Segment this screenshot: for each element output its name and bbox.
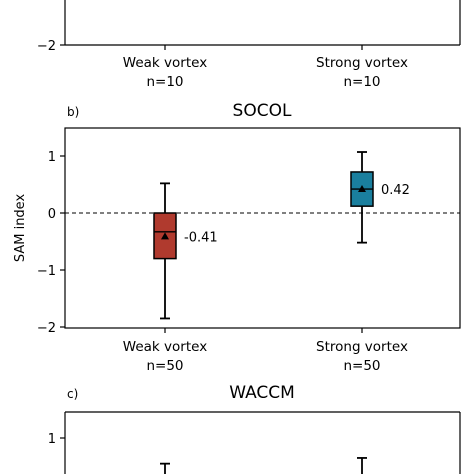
mean-label-weak: -0.41 [184,230,218,245]
panel-c-ytick-label: 1 [48,432,56,447]
panel-a-xtick-label-strong: Strong vortex [316,55,408,71]
panel-b-ytick-label: 1 [48,150,56,165]
panel-a-count-weak: n=10 [146,74,183,90]
panel-b-boxes: -0.41 0.42 [153,151,410,320]
panel-b-xtick-label-weak: Weak vortex [123,339,207,355]
panel-b-title: SOCOL [233,101,292,121]
panel-c-title: WACCM [229,383,295,403]
panel-b: b) SOCOL SAM index −2 −1 0 1 -0.41 0.42 Weak… [13,101,461,374]
panel-a-xtick-label-weak: Weak vortex [123,55,207,71]
panel-b-count-strong: n=50 [343,358,380,374]
panel-b-ytick-label: 0 [48,207,56,222]
panel-a-ytick-label: −2 [37,39,56,54]
panel-b-xtick-label-strong: Strong vortex [316,339,408,355]
mean-marker-strong [358,185,366,193]
panel-b-ytick-label: −2 [37,321,56,336]
panel-b-yticks: −2 −1 0 1 [37,150,65,336]
panel-a-count-strong: n=10 [343,74,380,90]
mean-marker-weak [161,232,169,240]
panel-b-label: b) [67,105,79,119]
panel-c: c) WACCM 1 [48,383,461,474]
panel-a: −2 Weak vortex n=10 Strong vortex n=10 [37,0,461,90]
panel-b-plot-frame [64,127,461,329]
panel-c-whiskers [160,457,367,474]
panel-b-ylabel: SAM index [13,194,28,263]
panel-c-label: c) [67,387,78,401]
panel-b-ytick-label: −1 [37,264,56,279]
mean-label-strong: 0.42 [381,183,410,198]
panel-b-count-weak: n=50 [146,358,183,374]
